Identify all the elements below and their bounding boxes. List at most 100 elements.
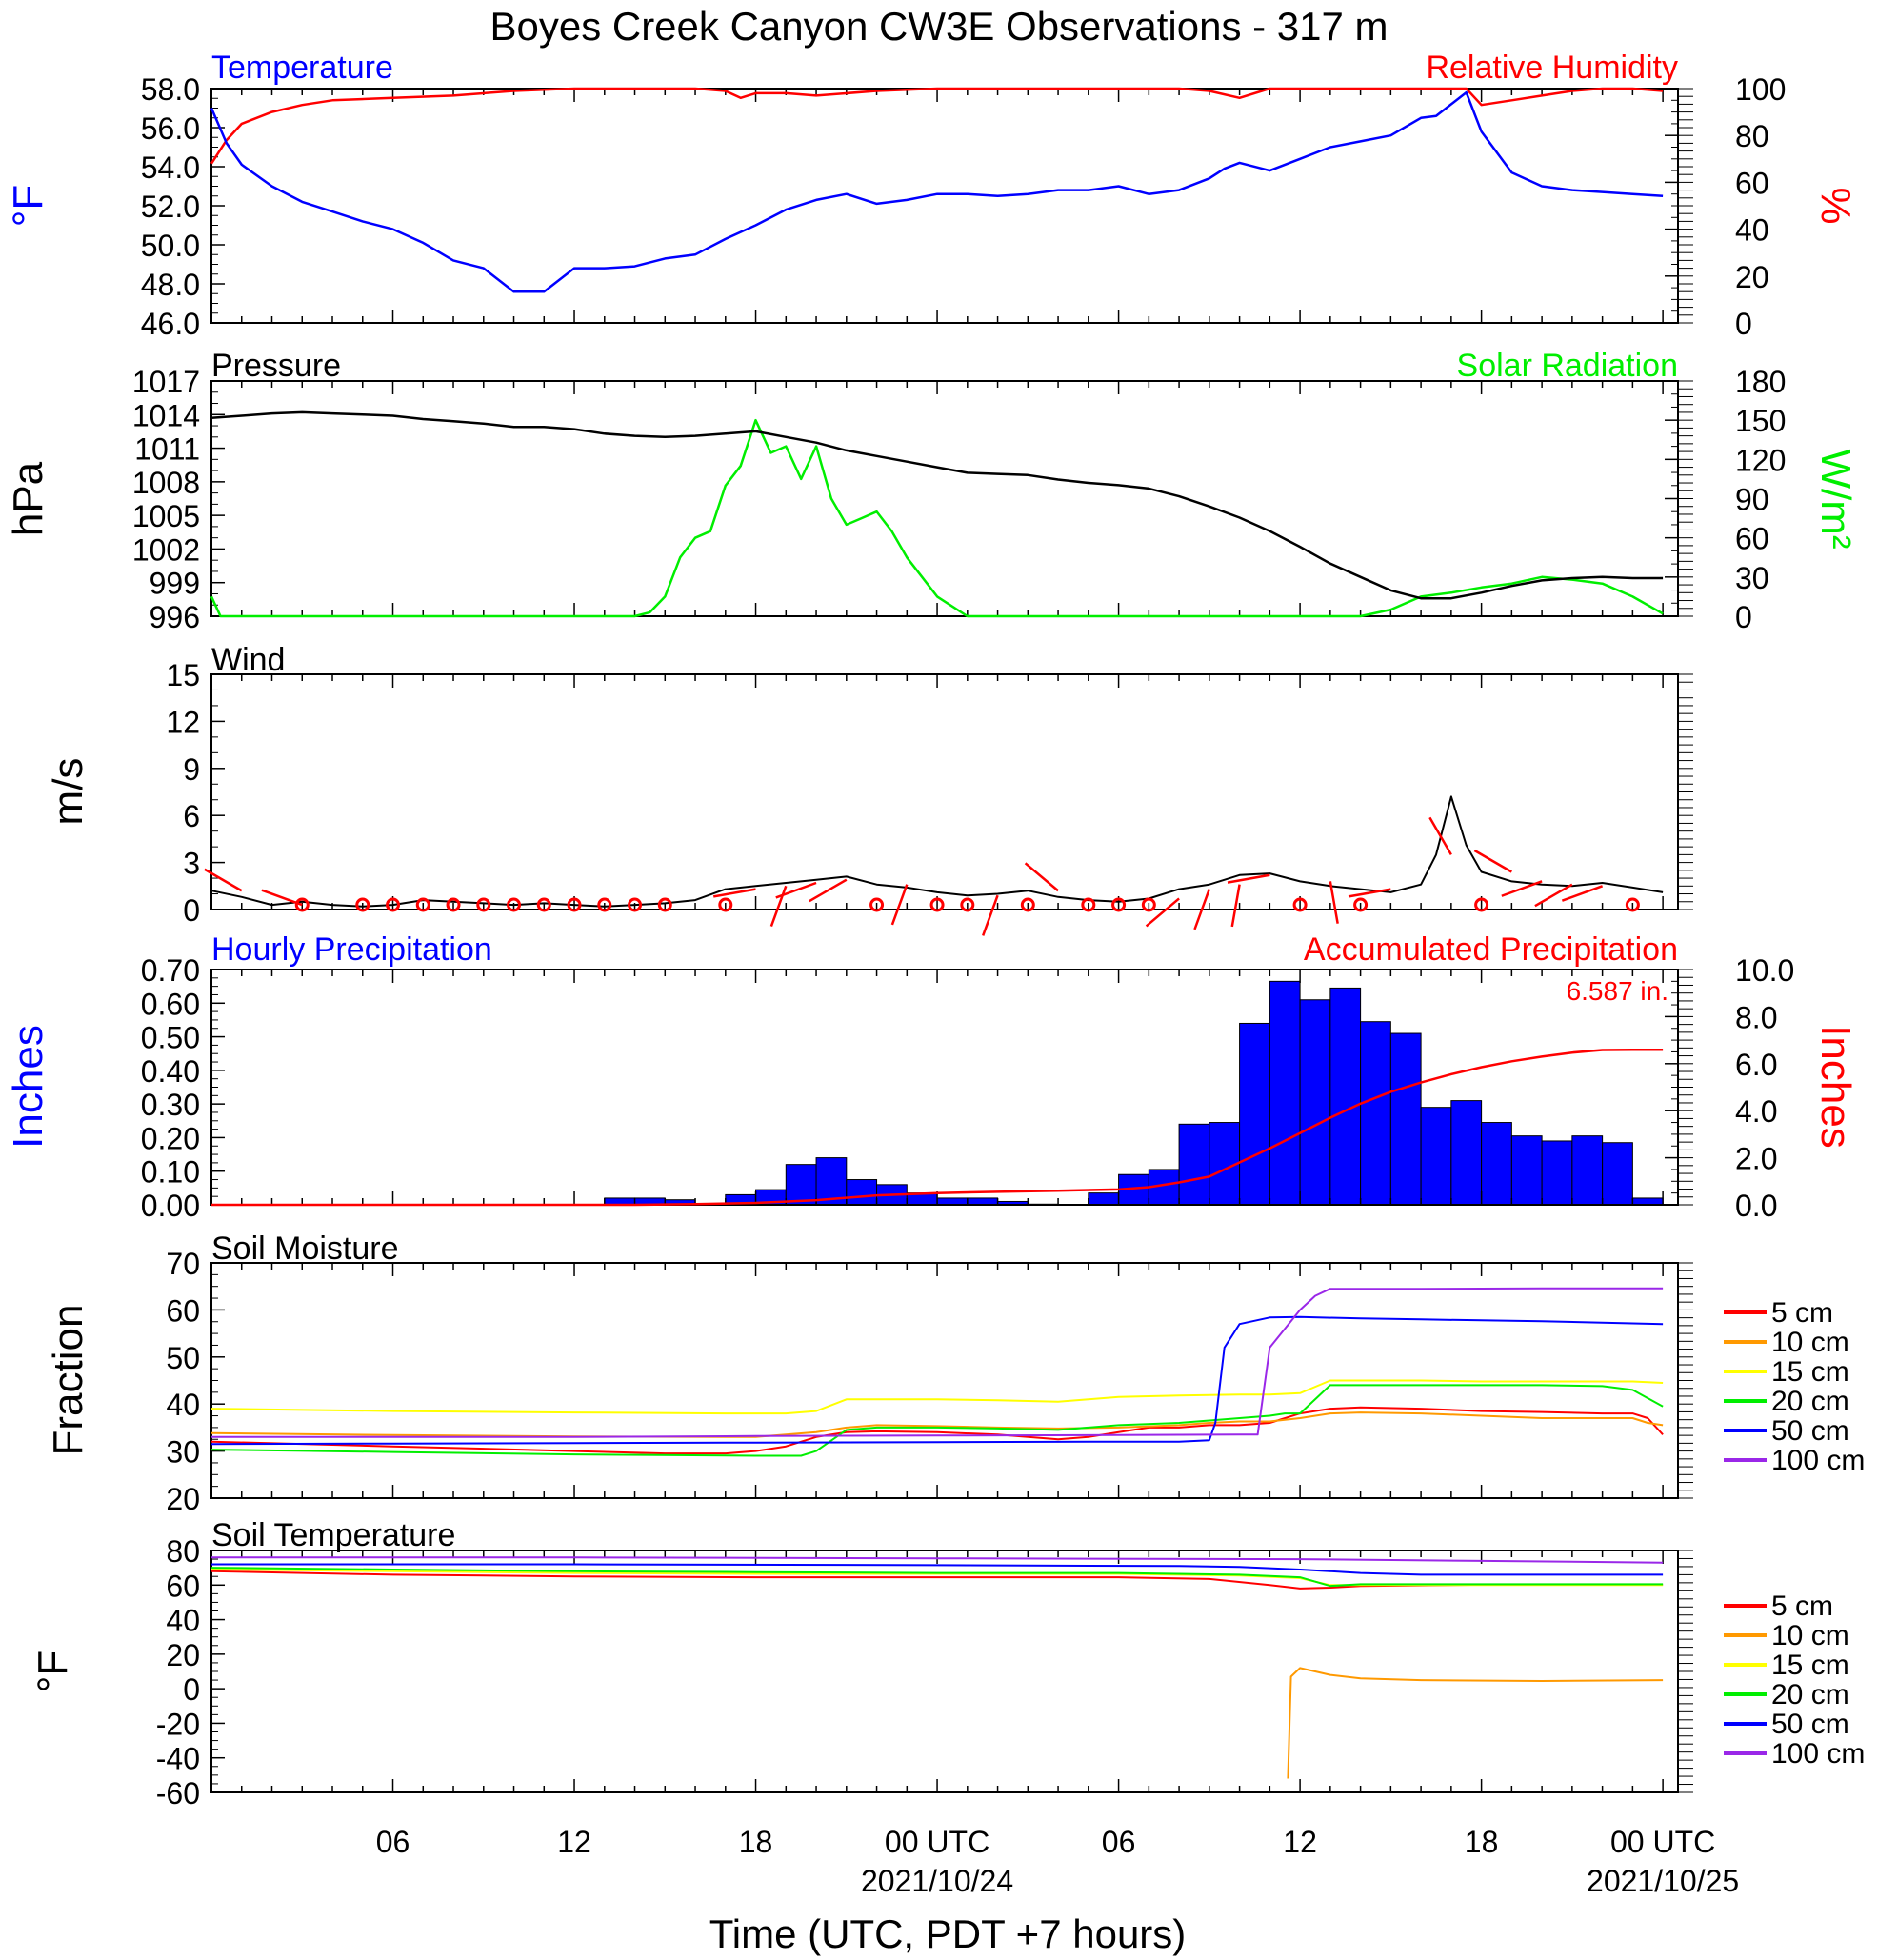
soil-temperature-line	[1287, 1667, 1664, 1779]
temperature-axis-label: °F	[5, 185, 51, 227]
y-tick-label-right: 2.0	[1735, 1142, 1777, 1176]
temperature-line	[210, 90, 1664, 293]
wind-title: Wind	[211, 642, 285, 678]
wind-speed-line	[210, 795, 1664, 908]
wind-barb	[769, 885, 788, 928]
y-tick-label: -60	[156, 1776, 200, 1810]
y-tick-label: 1011	[134, 432, 200, 467]
calm-wind-marker	[960, 897, 975, 912]
y-tick-label-right: 100	[1735, 72, 1786, 107]
wind-barb	[1561, 885, 1604, 902]
legend-label: 100 cm	[1771, 1738, 1865, 1770]
calm-wind-marker	[1141, 897, 1156, 912]
wind-barb	[1145, 897, 1180, 928]
y-tick-label: 30	[166, 1435, 200, 1470]
time-axis: 06 12 18 00 UTC 06 12 18 00 UTC 2021/10/24 2021/1…	[376, 1825, 1739, 1956]
date-label: 2021/10/24	[861, 1864, 1013, 1898]
wind-barb	[261, 889, 303, 907]
accum-axis-label: Inches	[1812, 1025, 1859, 1149]
soil-temperature-title: Soil Temperature	[211, 1517, 455, 1553]
soil-temperature-panel	[210, 1550, 1679, 1793]
hourly-precip-bar	[785, 1164, 817, 1206]
x-tick-label: 06	[1102, 1825, 1136, 1859]
y-tick-label: 40	[166, 1388, 200, 1422]
y-tick-label: 9	[183, 752, 200, 787]
y-tick-label: 20	[166, 1482, 200, 1516]
y-tick-label: 60	[166, 1569, 200, 1603]
wind-barb	[1230, 884, 1241, 928]
x-tick-label: 12	[557, 1825, 591, 1859]
y-tick-label-right: 6.0	[1735, 1048, 1777, 1082]
soil-temperature-axis-label: °F	[30, 1650, 76, 1692]
calm-wind-marker	[567, 897, 582, 912]
x-tick-label: 12	[1283, 1825, 1317, 1859]
calm-wind-marker	[657, 897, 672, 912]
legend-label: 15 cm	[1771, 1356, 1849, 1388]
humidity-title: Relative Humidity	[1426, 50, 1678, 86]
accum-precip-total: 6.587 in.	[1567, 976, 1668, 1006]
hourly-precip-title: Hourly Precipitation	[211, 931, 492, 968]
y-tick-label-right: 0	[1735, 600, 1752, 634]
date-label: 2021/10/25	[1587, 1864, 1739, 1898]
y-tick-label: 0.20	[141, 1121, 200, 1155]
hourly-precip-bar	[1631, 1197, 1664, 1206]
hourly-precip-bar	[936, 1197, 969, 1206]
legend-label: 5 cm	[1771, 1297, 1833, 1329]
legend-label: 100 cm	[1771, 1445, 1865, 1476]
y-tick-label: 6	[183, 799, 200, 833]
y-tick-label-right: 8.0	[1735, 1000, 1777, 1034]
wind-barb	[204, 868, 243, 892]
y-tick-label-right: 80	[1735, 119, 1769, 153]
calm-wind-marker	[536, 897, 551, 912]
legend-label: 50 cm	[1771, 1709, 1849, 1740]
y-tick-label: 58.0	[141, 72, 200, 107]
wind-barb	[713, 888, 756, 898]
wind-barb	[1024, 862, 1059, 892]
hourly-precip-bar	[967, 1197, 999, 1206]
y-tick-label-right: 0.0	[1735, 1189, 1777, 1223]
wind-panel	[210, 673, 1679, 910]
y-tick-label: 60	[166, 1293, 200, 1328]
wind-barb	[1428, 816, 1452, 855]
y-tick-label: 80	[166, 1534, 200, 1569]
calm-wind-marker	[718, 897, 733, 912]
soil-moisture-axis-label: Fraction	[45, 1305, 91, 1456]
y-tick-label: 20	[166, 1638, 200, 1672]
y-tick-label: 0.00	[141, 1189, 200, 1223]
humidity-line	[210, 87, 1664, 165]
y-tick-label: 52.0	[141, 190, 200, 224]
soil-temperature-line	[211, 1556, 1664, 1564]
y-tick-label-right: 60	[1735, 522, 1769, 556]
solar-title: Solar Radiation	[1457, 348, 1678, 384]
y-tick-label-right: 10.0	[1735, 953, 1794, 988]
y-tick-label: 54.0	[141, 150, 200, 185]
hourly-precip-bar	[1239, 1022, 1270, 1206]
x-tick-label: 18	[739, 1825, 773, 1859]
y-tick-label: 3	[183, 847, 200, 881]
calm-wind-marker	[597, 897, 612, 912]
legend-label: 20 cm	[1771, 1679, 1849, 1710]
soil-temperature-line	[211, 1563, 1664, 1576]
y-tick-label: 999	[150, 567, 200, 601]
y-tick-label: 0.10	[141, 1155, 200, 1190]
calm-wind-marker	[507, 897, 522, 912]
x-tick-label: 00 UTC	[885, 1825, 989, 1859]
pressure-line	[210, 410, 1664, 600]
x-tick-label: 18	[1465, 1825, 1499, 1859]
pressure-panel	[210, 380, 1679, 617]
pressure-title: Pressure	[211, 348, 341, 384]
x-axis-title: Time (UTC, PDT +7 hours)	[709, 1911, 1187, 1956]
y-tick-label-right: 60	[1735, 166, 1769, 200]
hourly-precip-bar	[1571, 1135, 1604, 1206]
wind-barb	[1501, 880, 1543, 897]
solar-axis-label: W/m²	[1812, 449, 1859, 549]
wind-barb	[1473, 849, 1512, 873]
legend-label: 10 cm	[1771, 1327, 1849, 1358]
calm-wind-marker	[386, 897, 401, 912]
legend-label: 15 cm	[1771, 1650, 1849, 1681]
legend-label: 5 cm	[1771, 1590, 1833, 1622]
calm-wind-marker	[355, 897, 370, 912]
soil-temperature-line	[210, 1567, 1664, 1588]
y-tick-label: 0	[183, 1672, 200, 1707]
